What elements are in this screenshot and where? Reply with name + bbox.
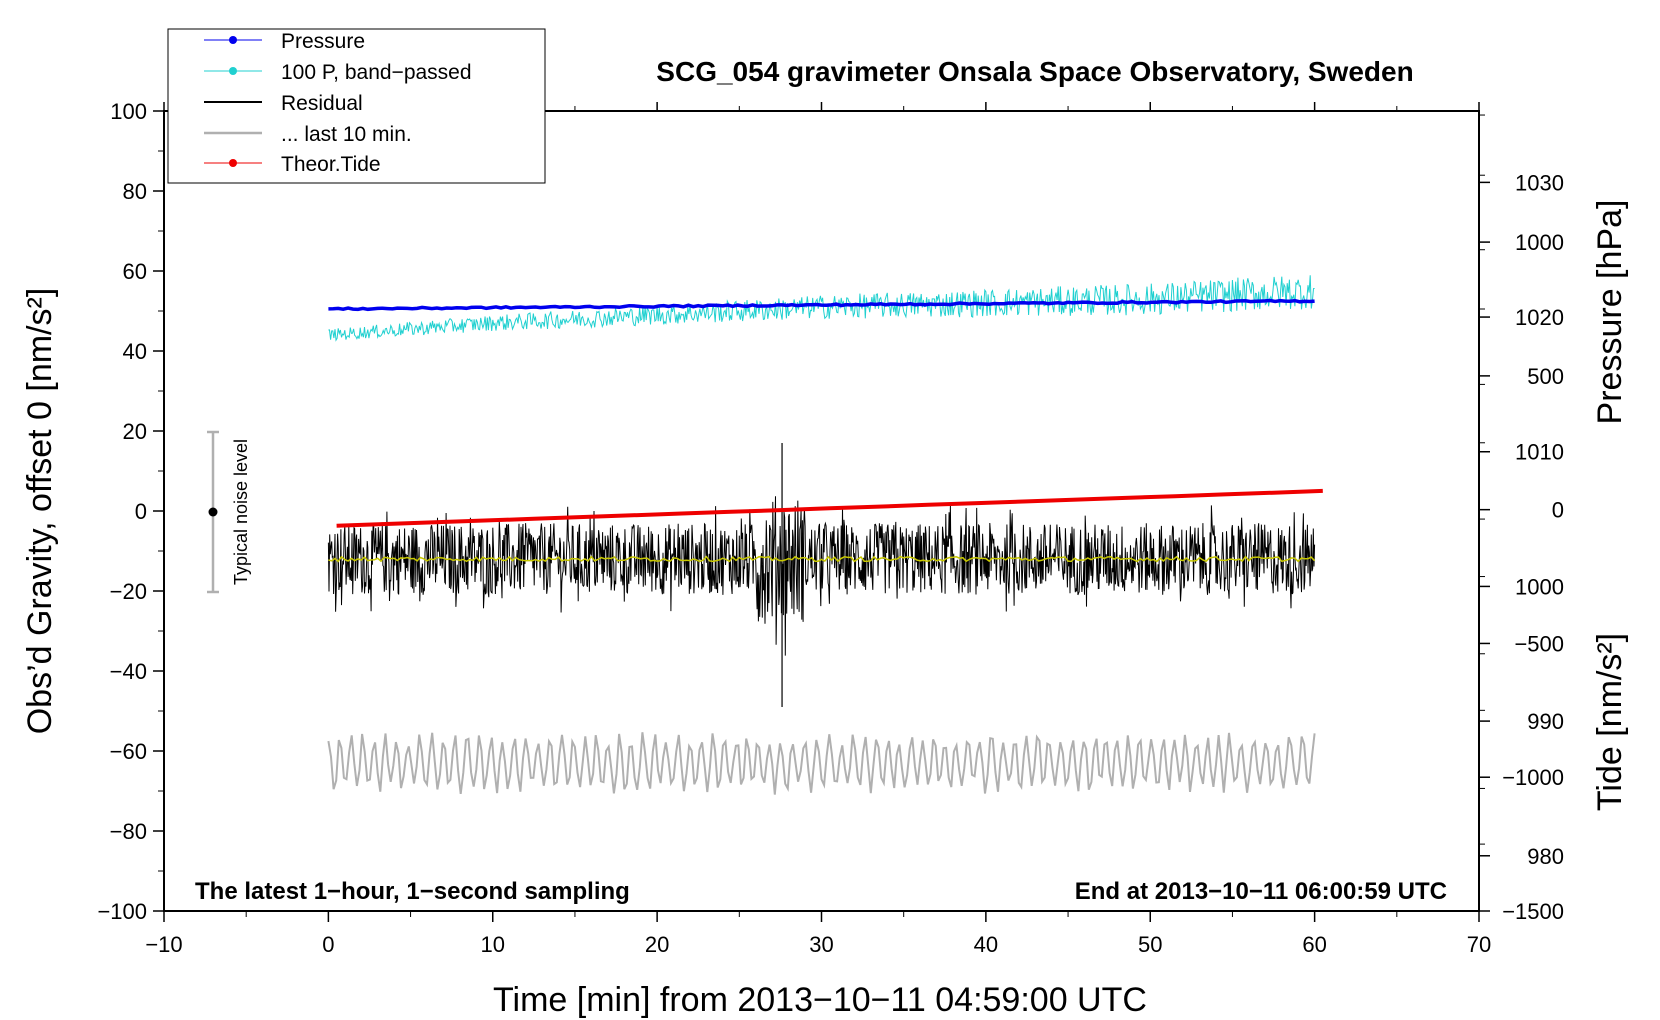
legend-marker-theor-tide (229, 159, 237, 167)
y-tick-label: −60 (110, 739, 147, 764)
tide-tick-label: −1000 (1502, 765, 1564, 790)
annotation-bottom-left: The latest 1−hour, 1−second sampling (195, 878, 630, 905)
legend: Pressure 100 P, band−passed Residual ...… (167, 28, 546, 184)
y-tick-label: −80 (110, 819, 147, 844)
series-residual-line (327, 496, 1316, 656)
y-tick-label: −20 (110, 579, 147, 604)
x-tick-label: 70 (1467, 932, 1491, 957)
legend-marker-pressure (229, 36, 237, 44)
legend-marker-band-passed (229, 67, 237, 75)
noise-bar-center (208, 507, 218, 517)
y-tick-label: 60 (123, 259, 147, 284)
tide-tick-label: 0 (1552, 498, 1564, 523)
annotation-bottom-right: End at 2013−10−11 06:00:59 UTC (1075, 878, 1447, 905)
pressure-tick-label: 1020 (1515, 305, 1564, 330)
x-tick-label: 30 (809, 932, 833, 957)
legend-box (167, 28, 546, 184)
x-axis-label: Time [min] from 2013−10−11 04:59:00 UTC (493, 981, 1147, 1019)
pressure-tick-label: 1030 (1515, 170, 1564, 195)
legend-label-band-passed: 100 P, band−passed (281, 61, 472, 84)
legend-label-theor-tide: Theor.Tide (281, 153, 381, 176)
axes-group: −10 0 10 20 30 40 50 60 70100806040200−20−40−60−… (97, 99, 1564, 957)
x-tick-label: −10 (145, 932, 182, 957)
pressure-tick-label: 1010 (1515, 440, 1564, 465)
tide-tick-label: 1000 (1515, 230, 1564, 255)
y-axis-label-pressure: Pressure [hPa] (1591, 200, 1629, 425)
tide-tick-label: 500 (1527, 364, 1564, 389)
pressure-tick-label: 990 (1527, 709, 1564, 734)
x-tick-label: 40 (974, 932, 998, 957)
series-pressure-line (328, 298, 1315, 312)
legend-item-residual: Residual (204, 92, 363, 115)
x-tick-label: 60 (1302, 932, 1326, 957)
series-last-10-min-line (327, 732, 1316, 795)
series-residual-smoothed-line (328, 555, 1316, 563)
x-tick-label: 20 (645, 932, 669, 957)
legend-label-residual: Residual (281, 92, 363, 115)
legend-item-band-passed: 100 P, band−passed (204, 61, 472, 84)
y-tick-label: −100 (97, 899, 147, 924)
chart-title: SCG_054 gravimeter Onsala Space Observat… (656, 56, 1413, 87)
x-tick-label: 0 (322, 932, 334, 957)
legend-label-last-10-min: ... last 10 min. (281, 123, 412, 146)
legend-item-theor-tide: Theor.Tide (204, 153, 381, 176)
pressure-tick-label: 1000 (1515, 574, 1564, 599)
series-theor-tide-line (336, 488, 1323, 528)
y-tick-label: 40 (123, 339, 147, 364)
plot-series-group (327, 275, 1323, 795)
y-axis-label-left: Obs’d Gravity, offset 0 [nm/s²] (21, 288, 59, 735)
y-tick-label: 20 (123, 419, 147, 444)
pressure-tick-label: 980 (1527, 844, 1564, 869)
series-band-passed-line (328, 275, 1315, 342)
x-tick-label: 10 (481, 932, 505, 957)
y-axis-label-tide: Tide [nm/s²] (1591, 633, 1629, 811)
y-tick-label: −40 (110, 659, 147, 684)
legend-item-pressure: Pressure (204, 30, 365, 53)
legend-label-pressure: Pressure (281, 30, 365, 53)
noise-bar-label: Typical noise level (231, 439, 251, 585)
y-tick-label: 0 (135, 499, 147, 524)
x-tick-label: 50 (1138, 932, 1162, 957)
noise-level-indicator: Typical noise level (207, 430, 251, 594)
y-tick-label: 100 (110, 99, 147, 124)
tide-tick-label: −1500 (1502, 899, 1564, 924)
tide-tick-label: −500 (1514, 631, 1564, 656)
legend-item-last-10-min: ... last 10 min. (204, 123, 412, 146)
y-tick-label: 80 (123, 179, 147, 204)
